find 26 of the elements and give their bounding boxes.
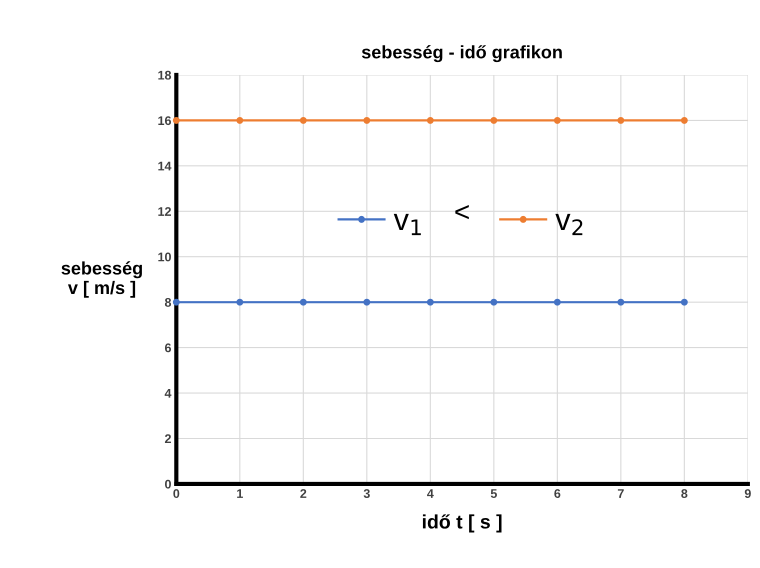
x-tick-label: 5 <box>490 489 497 498</box>
y-tick-label: 18 <box>158 70 172 80</box>
x-tick-label: 8 <box>681 489 688 498</box>
y-tick-label: 10 <box>158 252 171 262</box>
y-tick-label: 8 <box>164 298 172 307</box>
x-tick-label: 1 <box>237 489 243 498</box>
x-tick-label: 2 <box>300 489 306 498</box>
x-axis-title: idő t [ s ] <box>422 514 502 532</box>
legend-label: v$_{1}$ <box>394 214 421 236</box>
legend-label: v$_{2}$ <box>555 214 582 236</box>
x-tick-label: 7 <box>618 489 624 498</box>
x-tick-label: 6 <box>554 489 560 498</box>
y-axis-title: sebesség v [ m/s ] <box>61 261 142 298</box>
y-tick-label: 16 <box>158 116 172 126</box>
x-tick-label: 0 <box>173 489 180 498</box>
y-tick-label: 2 <box>164 434 171 444</box>
x-tick-label: 4 <box>427 489 434 498</box>
y-tick-label: 6 <box>164 343 172 352</box>
y-tick-label: 4 <box>164 388 172 398</box>
annotation: < <box>455 205 469 220</box>
y-tick-label: 14 <box>158 162 172 170</box>
chart-title: sebesség - idő grafikon <box>362 45 562 62</box>
y-tick-label: 0 <box>165 480 171 489</box>
y-tick-label: 12 <box>158 207 171 216</box>
x-tick-label: 3 <box>364 489 370 498</box>
x-tick-label: 9 <box>744 489 751 498</box>
